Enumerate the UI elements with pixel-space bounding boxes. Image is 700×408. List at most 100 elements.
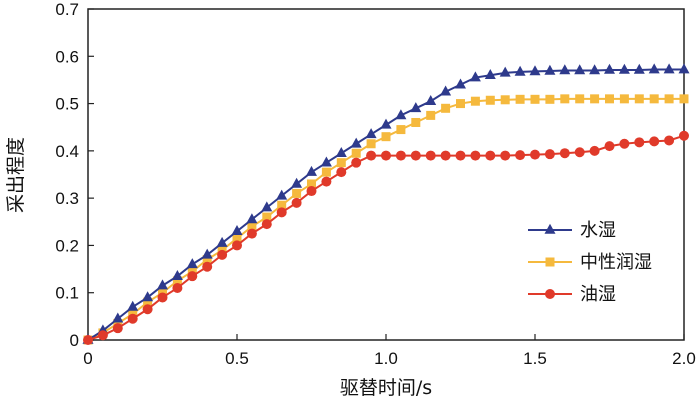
data-point	[604, 141, 615, 152]
data-point	[664, 135, 675, 146]
data-point	[246, 228, 257, 239]
y-tick-label: 0.3	[55, 189, 79, 208]
data-point	[426, 110, 436, 120]
data-point	[515, 94, 525, 104]
data-point	[574, 64, 586, 75]
data-point	[410, 150, 421, 161]
data-point	[83, 335, 93, 345]
data-point	[396, 125, 406, 135]
data-point	[545, 94, 555, 104]
data-point	[500, 150, 511, 161]
data-point	[425, 95, 437, 106]
data-point	[633, 63, 645, 74]
data-point	[171, 269, 183, 280]
series-circle	[83, 130, 689, 345]
data-point	[605, 94, 614, 104]
data-point	[529, 65, 541, 76]
data-point	[97, 330, 108, 341]
data-point	[530, 94, 540, 104]
data-point	[679, 94, 689, 104]
legend-label: 中性润湿	[580, 252, 652, 273]
legend-marker	[544, 223, 556, 234]
data-point	[202, 255, 212, 265]
data-point	[142, 291, 154, 302]
data-point	[500, 95, 510, 105]
y-axis-label: 采出程度	[5, 137, 27, 213]
x-axis-label: 驱替时间/s	[340, 377, 432, 399]
data-point	[291, 177, 303, 188]
data-point	[664, 94, 674, 104]
legend-item: 油湿	[528, 284, 616, 305]
data-point	[544, 149, 555, 160]
data-point	[217, 249, 228, 260]
data-point	[514, 65, 526, 76]
data-point	[277, 200, 287, 210]
data-point	[678, 63, 690, 74]
series-layer	[82, 63, 690, 345]
data-point	[232, 240, 242, 251]
legend-item: 中性润湿	[528, 252, 652, 273]
data-point	[634, 94, 644, 104]
legend-label: 水湿	[580, 220, 616, 241]
data-point	[351, 157, 362, 168]
data-point	[410, 102, 422, 113]
data-point	[395, 109, 407, 120]
data-point	[455, 78, 466, 89]
data-point	[350, 137, 362, 148]
data-point	[247, 222, 257, 232]
data-point	[499, 66, 511, 77]
data-point	[276, 189, 288, 200]
data-point	[157, 292, 168, 303]
y-tick-label: 0	[70, 331, 79, 350]
data-point	[663, 63, 675, 74]
x-tick-label: 1.0	[374, 349, 398, 368]
data-point	[469, 71, 481, 82]
data-point	[648, 63, 660, 74]
data-point	[456, 99, 465, 109]
data-point	[335, 147, 347, 158]
data-point	[351, 148, 361, 158]
data-point	[306, 186, 317, 197]
data-point	[530, 149, 540, 160]
data-point	[365, 128, 377, 139]
data-point	[649, 94, 659, 104]
data-point	[440, 85, 452, 96]
series-triangle	[82, 63, 690, 344]
data-point	[455, 150, 466, 161]
y-axis-ticks: 0 0.1 0.2 0.3 0.4 0.5 0.6 0.7	[55, 0, 94, 350]
x-tick-label: 1.5	[523, 349, 547, 368]
data-point	[201, 248, 213, 259]
data-point	[142, 304, 153, 315]
data-point	[604, 63, 615, 74]
data-point	[186, 258, 198, 269]
y-tick-label: 0.1	[55, 284, 79, 303]
data-point	[619, 94, 629, 104]
data-point	[172, 276, 182, 286]
data-point	[336, 158, 346, 168]
data-point	[127, 300, 139, 311]
data-point	[484, 69, 496, 79]
data-point	[590, 94, 600, 104]
data-point	[411, 117, 421, 127]
y-tick-label: 0.7	[55, 0, 79, 19]
data-point	[575, 94, 585, 104]
data-point	[306, 165, 317, 176]
data-point	[321, 176, 332, 187]
data-point	[544, 64, 556, 75]
data-point	[232, 233, 242, 243]
x-tick-label: 0	[83, 349, 92, 368]
data-point	[291, 197, 302, 208]
data-point	[216, 236, 228, 247]
data-point	[395, 150, 406, 161]
x-axis-ticks: 0 0.5 1.0 1.5 2.0	[83, 334, 696, 368]
data-point	[187, 271, 198, 282]
data-point	[202, 261, 213, 272]
legend-item: 水湿	[528, 220, 616, 241]
legend-marker	[545, 257, 555, 267]
data-point	[574, 147, 585, 158]
data-point	[261, 219, 272, 230]
data-point	[560, 94, 570, 104]
data-point	[381, 132, 391, 142]
